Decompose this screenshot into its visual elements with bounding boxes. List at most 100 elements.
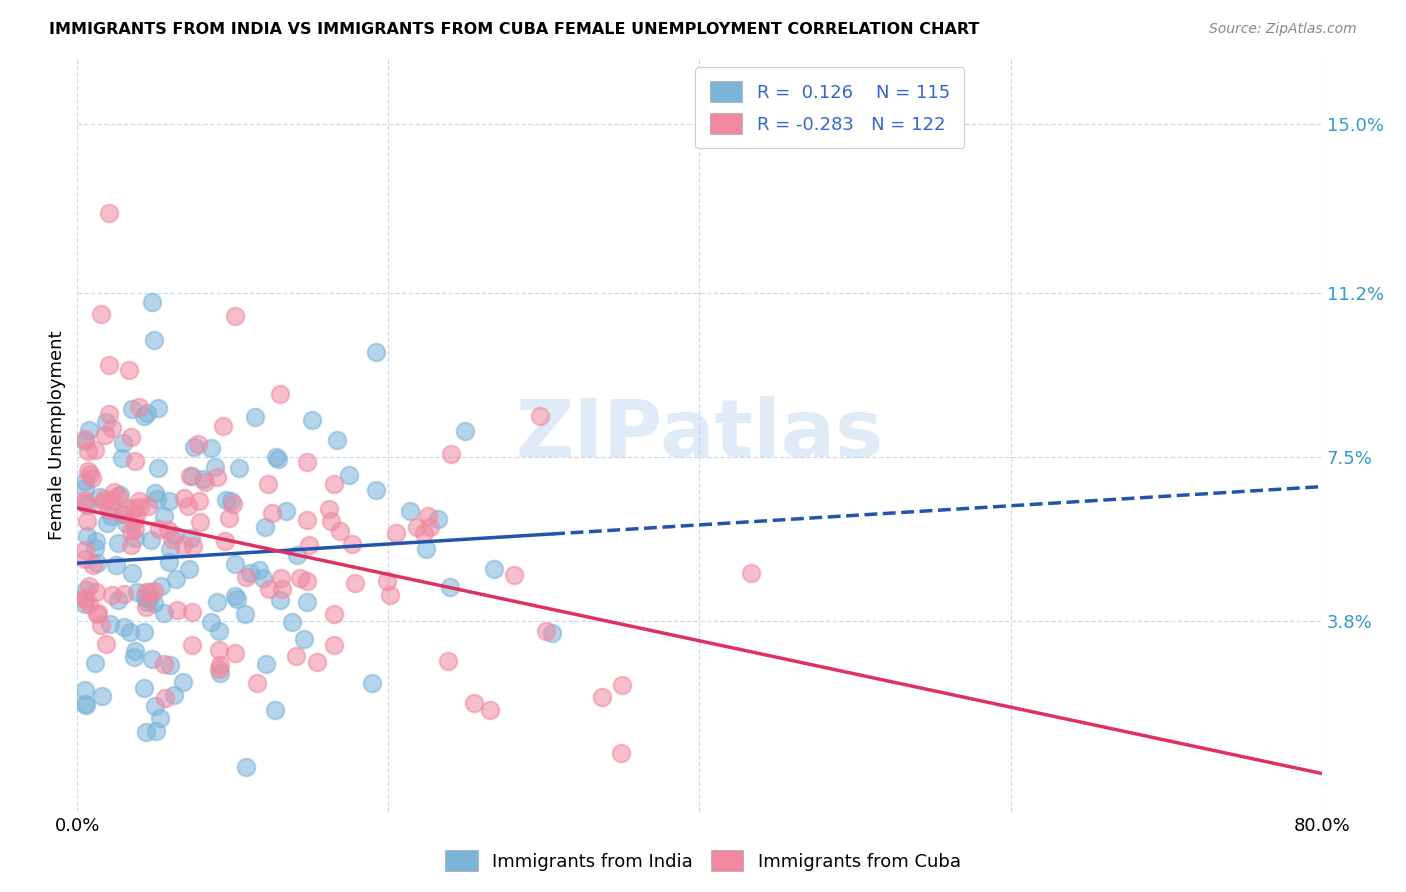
Point <box>180 531 202 545</box>
Point <box>181 540 204 554</box>
Text: IMMIGRANTS FROM INDIA VS IMMIGRANTS FROM CUBA FEMALE UNEMPLOYMENT CORRELATION CH: IMMIGRANTS FROM INDIA VS IMMIGRANTS FROM… <box>49 22 980 37</box>
Point <box>609 746 631 760</box>
Point <box>111 450 134 465</box>
Point <box>141 294 163 309</box>
Point <box>86 607 108 621</box>
Point <box>138 591 160 606</box>
Point <box>235 607 257 621</box>
Point <box>269 387 291 401</box>
Point <box>142 583 165 598</box>
Point <box>252 571 274 585</box>
Point <box>143 698 166 713</box>
Point <box>122 514 145 528</box>
Point <box>132 409 155 423</box>
Point <box>101 421 124 435</box>
Point <box>80 470 103 484</box>
Point <box>740 566 762 580</box>
Point <box>159 542 181 557</box>
Point <box>132 681 155 695</box>
Point <box>224 557 246 571</box>
Point <box>148 522 170 536</box>
Point <box>228 461 250 475</box>
Point <box>208 624 231 639</box>
Point <box>93 427 115 442</box>
Point <box>166 603 188 617</box>
Point <box>139 585 162 599</box>
Point <box>84 541 107 556</box>
Point <box>97 503 120 517</box>
Point <box>143 334 166 348</box>
Point <box>105 558 128 573</box>
Point <box>100 508 122 523</box>
Point <box>484 562 506 576</box>
Point <box>378 588 401 602</box>
Point <box>190 515 212 529</box>
Point <box>214 492 236 507</box>
Point <box>98 617 121 632</box>
Point <box>75 543 97 558</box>
Point <box>90 307 112 321</box>
Point <box>125 508 148 523</box>
Point <box>257 476 280 491</box>
Point <box>180 469 202 483</box>
Point <box>292 632 315 646</box>
Point <box>79 467 101 481</box>
Point <box>269 593 291 607</box>
Point <box>79 423 101 437</box>
Point <box>344 575 367 590</box>
Point <box>188 494 211 508</box>
Point <box>75 582 97 597</box>
Point <box>399 504 422 518</box>
Point <box>385 525 408 540</box>
Point <box>115 516 138 530</box>
Point <box>405 520 427 534</box>
Point <box>75 698 97 712</box>
Point <box>98 407 121 421</box>
Point <box>209 658 232 673</box>
Point <box>112 436 135 450</box>
Point <box>117 363 139 377</box>
Point <box>96 516 118 530</box>
Point <box>326 433 349 447</box>
Point <box>239 566 262 580</box>
Point <box>86 585 108 599</box>
Point <box>75 434 97 449</box>
Point <box>243 410 266 425</box>
Point <box>163 688 186 702</box>
Point <box>180 638 202 652</box>
Point <box>295 574 318 589</box>
Point <box>75 591 97 606</box>
Point <box>280 615 302 629</box>
Point <box>152 606 174 620</box>
Point <box>285 548 308 562</box>
Point <box>134 590 156 604</box>
Point <box>75 592 97 607</box>
Text: Source: ZipAtlas.com: Source: ZipAtlas.com <box>1209 22 1357 37</box>
Point <box>124 531 146 545</box>
Point <box>295 595 318 609</box>
Point <box>323 638 346 652</box>
Point <box>254 657 277 672</box>
Point <box>157 555 180 569</box>
Point <box>157 493 180 508</box>
Point <box>200 615 222 629</box>
Point <box>146 401 169 416</box>
Point <box>179 468 201 483</box>
Point <box>120 430 142 444</box>
Point <box>205 595 228 609</box>
Point <box>298 538 321 552</box>
Point <box>86 607 108 621</box>
Point <box>146 491 169 506</box>
Point <box>301 413 323 427</box>
Point <box>76 529 98 543</box>
Point <box>124 522 146 536</box>
Point <box>226 591 249 606</box>
Point <box>124 453 146 467</box>
Point <box>337 467 360 482</box>
Point <box>112 620 135 634</box>
Point <box>364 345 387 359</box>
Point <box>187 437 209 451</box>
Point <box>271 582 294 597</box>
Point <box>125 585 148 599</box>
Y-axis label: Female Unemployment: Female Unemployment <box>48 330 66 540</box>
